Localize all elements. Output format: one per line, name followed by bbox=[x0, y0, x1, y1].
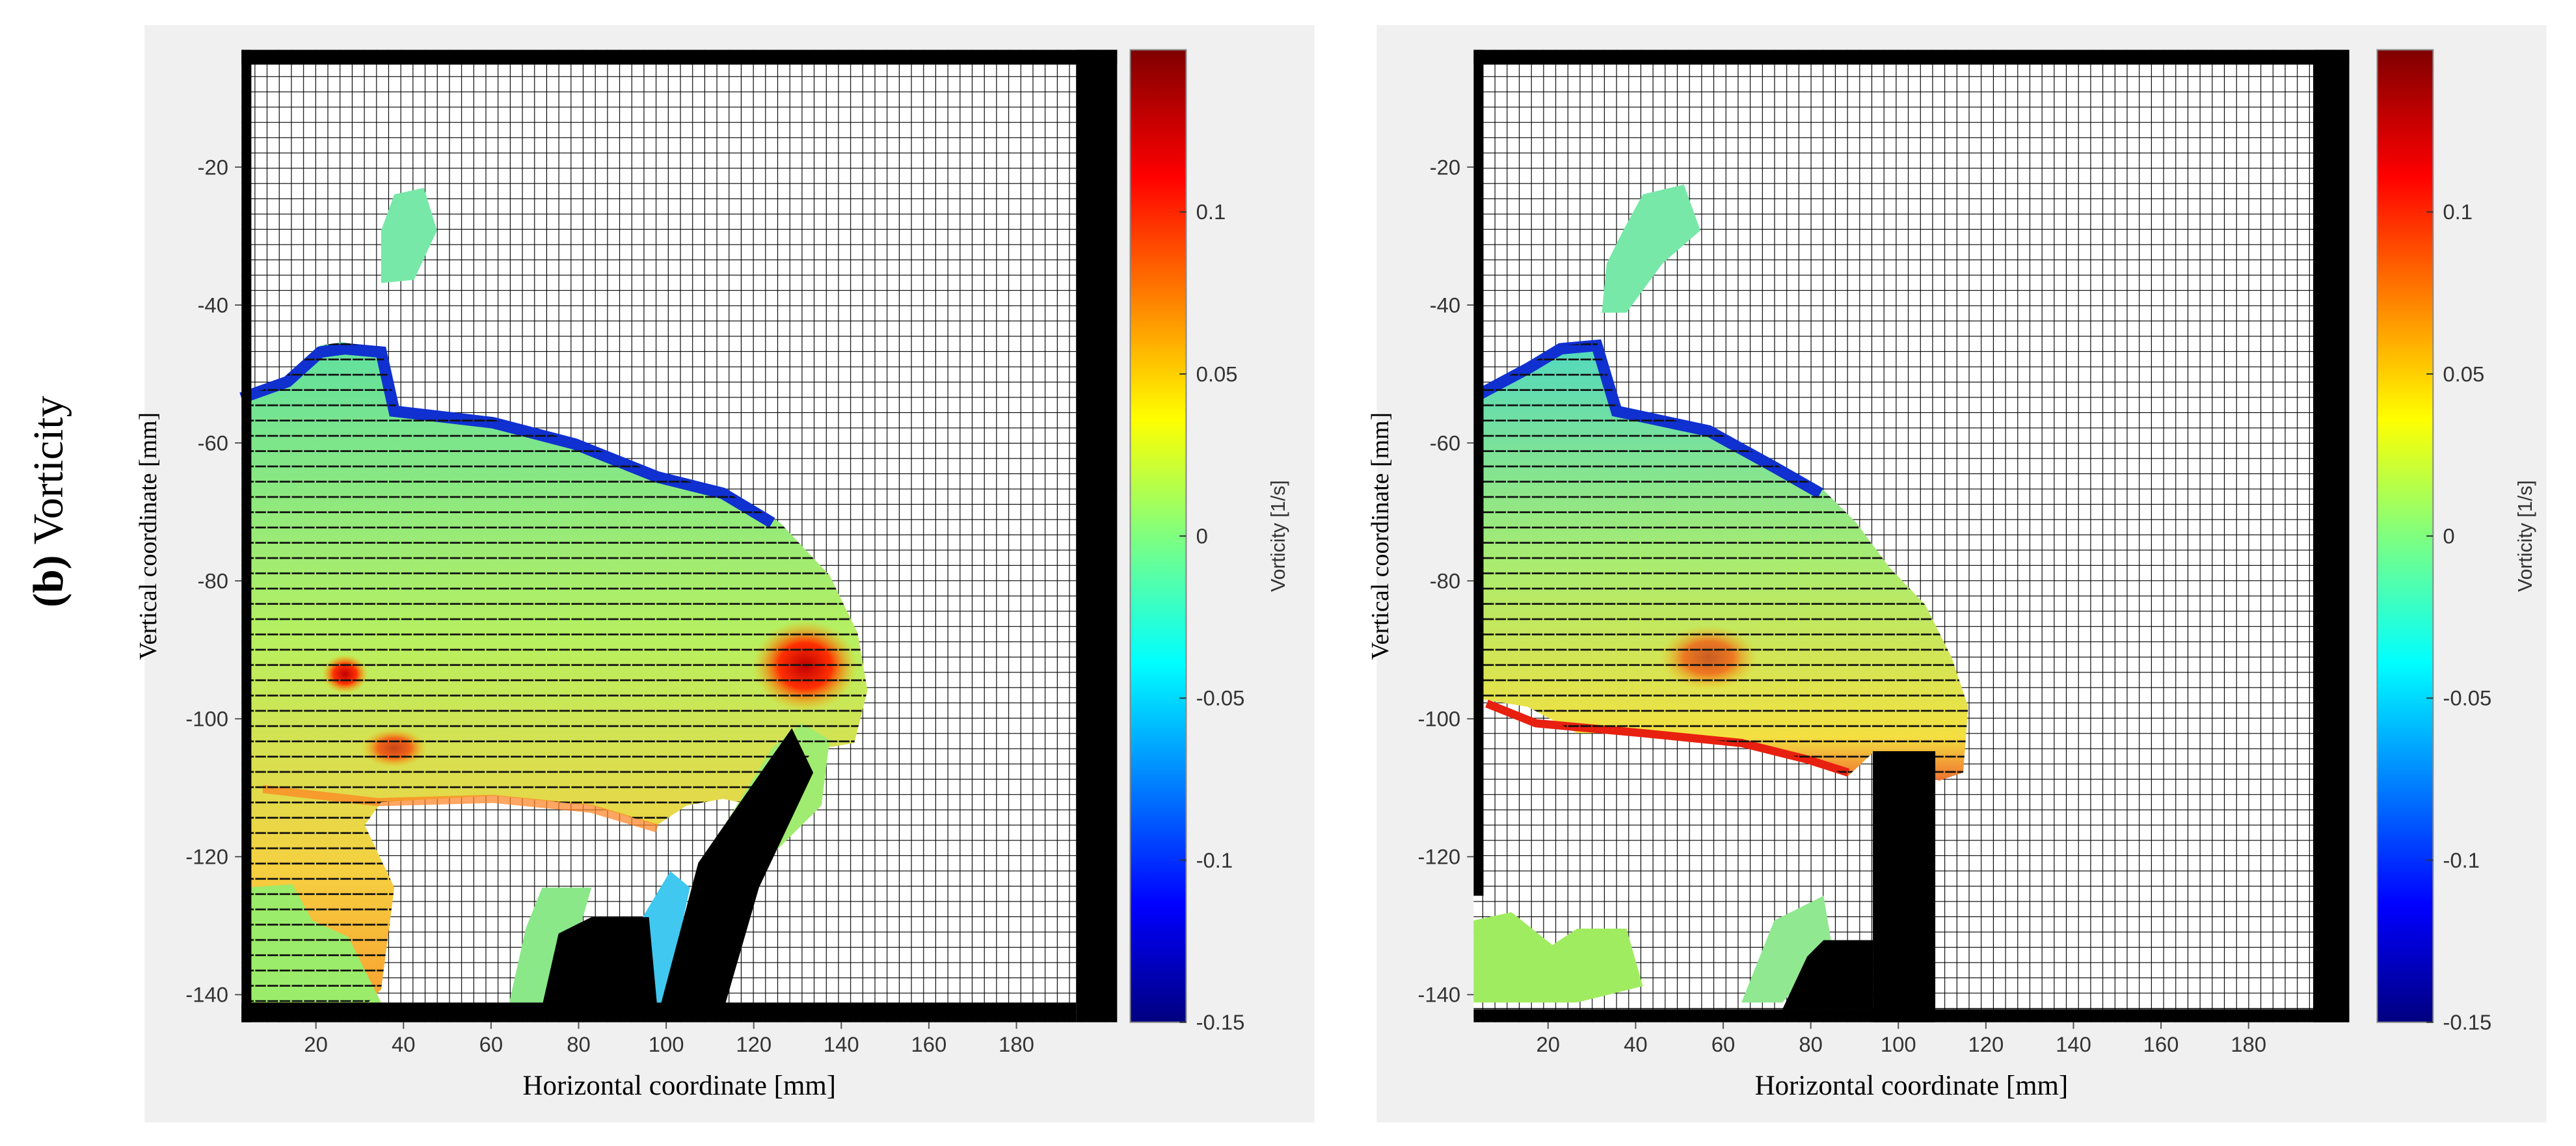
colorbar-tick-label: 0.1 bbox=[2443, 200, 2473, 224]
y-tick-label: -140 bbox=[1417, 983, 1460, 1007]
y-tick-label: -120 bbox=[185, 845, 228, 869]
x-tick-label: 40 bbox=[392, 1032, 416, 1056]
y-tick-label: -20 bbox=[1430, 155, 1460, 179]
colorbar-tick-label: -0.05 bbox=[2443, 686, 2491, 710]
colorbar-tick-label: 0.05 bbox=[1196, 362, 1238, 386]
y-tick-label: -80 bbox=[1430, 568, 1460, 593]
x-tick-label: 160 bbox=[2143, 1032, 2179, 1056]
y-tick-label: -100 bbox=[185, 707, 228, 731]
colorbar-tick-label: 0 bbox=[2443, 524, 2454, 548]
x-tick-label: 60 bbox=[479, 1032, 503, 1056]
x-tick-label: 140 bbox=[824, 1032, 859, 1056]
y-tick-label: -60 bbox=[198, 431, 228, 455]
x-tick-label: 80 bbox=[1799, 1032, 1823, 1056]
y-tick-label: -60 bbox=[1430, 431, 1460, 455]
x-axis-label: Horizontal coordinate [mm] bbox=[1755, 1071, 2069, 1101]
y-tick-label: -80 bbox=[198, 568, 228, 593]
x-tick-label: 60 bbox=[1711, 1032, 1736, 1056]
y-tick-label: -20 bbox=[198, 155, 228, 179]
colorbar-label: Vorticity [1/s] bbox=[2515, 480, 2536, 592]
y-axis-label: Vertical coordinate [mm] bbox=[135, 412, 162, 660]
colorbar-tick-label: 0.1 bbox=[1196, 200, 1226, 224]
colorbar bbox=[2376, 49, 2434, 1023]
x-tick-label: 100 bbox=[649, 1032, 684, 1056]
x-tick-label: 100 bbox=[1881, 1032, 1916, 1056]
x-tick-label: 80 bbox=[567, 1032, 591, 1056]
x-tick-label: 140 bbox=[2056, 1032, 2091, 1056]
y-tick-label: -40 bbox=[198, 293, 228, 317]
y-tick-label: -140 bbox=[185, 983, 228, 1007]
colorbar-tick-label: -0.1 bbox=[1196, 848, 1233, 872]
x-tick-label: 120 bbox=[736, 1032, 771, 1056]
colorbar-tick-label: -0.05 bbox=[1196, 686, 1245, 710]
colorbar bbox=[1129, 49, 1187, 1023]
colorbar-tick-label: -0.15 bbox=[1196, 1010, 1245, 1034]
vector-field bbox=[239, 49, 1118, 1022]
y-tick-label: -120 bbox=[1417, 845, 1460, 869]
x-axis-label: Horizontal coordinate [mm] bbox=[523, 1071, 837, 1101]
x-tick-label: 20 bbox=[1536, 1032, 1561, 1056]
x-tick-label: 160 bbox=[911, 1032, 947, 1056]
colorbar-tick-label: -0.1 bbox=[2443, 848, 2480, 872]
colorbar-label: Vorticity [1/s] bbox=[1268, 480, 1289, 592]
x-tick-label: 20 bbox=[304, 1032, 328, 1056]
y-tick-label: -100 bbox=[1417, 707, 1460, 731]
y-tick-label: -40 bbox=[1430, 293, 1460, 317]
colorbar-tick-label: -0.15 bbox=[2443, 1010, 2491, 1034]
colorbar-tick-label: 0 bbox=[1196, 524, 1208, 548]
x-tick-label: 180 bbox=[999, 1032, 1034, 1056]
vector-field bbox=[1473, 49, 2350, 1022]
panel-label: (b) Vorticity bbox=[25, 395, 72, 607]
x-tick-label: 40 bbox=[1624, 1032, 1648, 1056]
colorbar-tick-label: 0.05 bbox=[2443, 362, 2484, 386]
y-axis-label: Vertical coordinate [mm] bbox=[1367, 412, 1394, 660]
x-tick-label: 120 bbox=[1968, 1032, 2004, 1056]
x-tick-label: 180 bbox=[2231, 1032, 2266, 1056]
